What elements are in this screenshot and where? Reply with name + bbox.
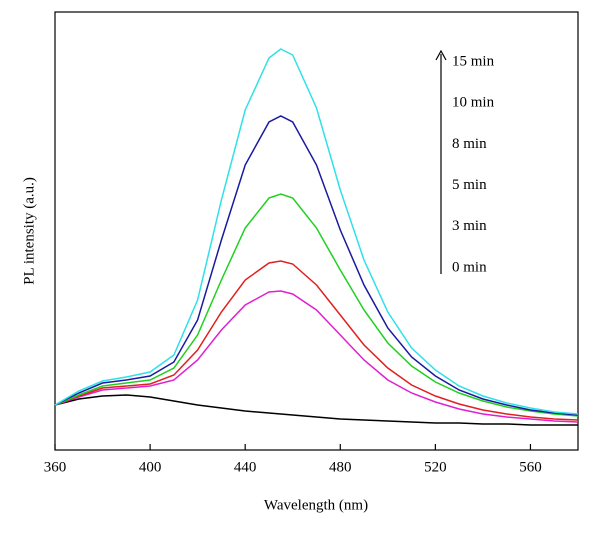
series-line [54, 48, 579, 415]
plot-frame [54, 11, 579, 451]
x-tick-label: 480 [329, 459, 352, 475]
x-tick-label: 360 [44, 459, 67, 475]
legend-label: 5 min [452, 177, 487, 193]
series-line [54, 290, 579, 423]
series-line [54, 260, 579, 421]
x-tick-label: 520 [424, 459, 447, 475]
series-line [54, 394, 578, 426]
series-line [54, 115, 579, 416]
legend-arrowhead [435, 49, 447, 61]
x-tick-label: 440 [234, 459, 257, 475]
legend-label: 15 min [452, 53, 495, 69]
legend-label: 10 min [452, 95, 495, 111]
legend-label: 3 min [452, 218, 487, 234]
legend-label: 8 min [452, 136, 487, 152]
series-line [54, 193, 579, 417]
x-axis-label: Wavelength (nm) [264, 497, 368, 513]
x-tick-label: 400 [139, 459, 162, 475]
x-tick-label: 560 [519, 459, 542, 475]
legend-label: 0 min [452, 259, 487, 275]
y-axis-label: PL intensity (a.u.) [21, 177, 37, 285]
